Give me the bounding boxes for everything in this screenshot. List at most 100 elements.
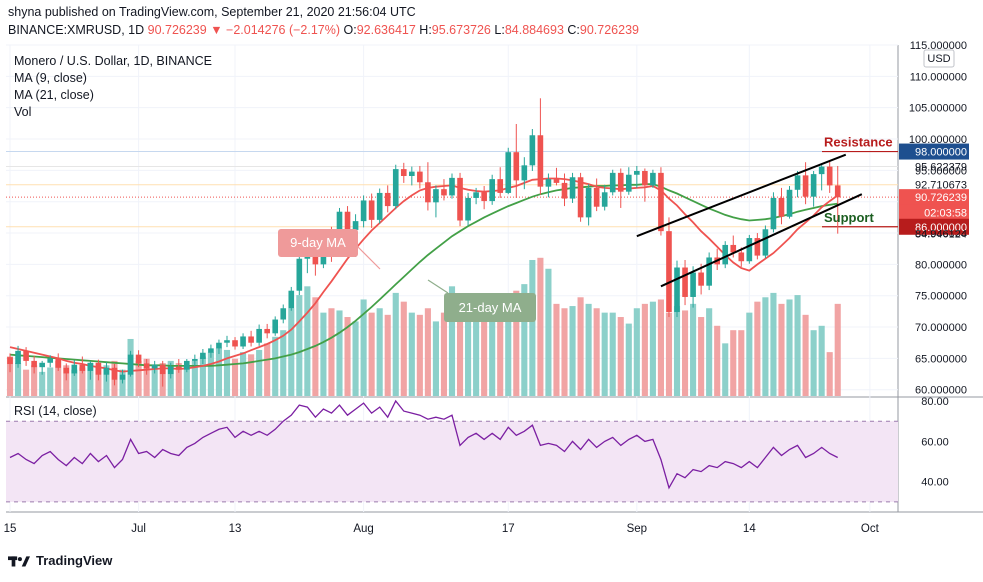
volume-bar — [633, 308, 640, 396]
candle-body — [143, 363, 150, 369]
price-tick-label: 65.000000 — [915, 353, 967, 365]
candle-body — [352, 221, 359, 230]
volume-bar — [223, 349, 231, 396]
tradingview-branding[interactable]: TradingView — [8, 553, 112, 568]
candle-body — [802, 175, 809, 197]
candle-body — [159, 364, 166, 375]
volume-bar — [304, 286, 311, 396]
volume-bar — [440, 312, 448, 396]
candle-body — [770, 197, 777, 230]
candle-body — [529, 135, 536, 166]
candle-body — [103, 367, 110, 375]
volume-bar — [215, 347, 223, 396]
candle-body — [826, 166, 833, 186]
volume-bar — [456, 303, 464, 396]
volume-bar — [569, 306, 576, 396]
candle-body — [384, 192, 391, 207]
volume-bar — [376, 308, 383, 396]
candle-body — [497, 179, 504, 193]
volume-bar — [448, 286, 456, 396]
volume-bar — [609, 312, 616, 396]
volume-bar — [151, 365, 158, 396]
volume-bar — [617, 317, 624, 396]
price-tick-label: 75.000000 — [915, 291, 967, 303]
ma9-callout-pointer — [355, 244, 381, 270]
price-tick-label: 80.000000 — [915, 259, 967, 271]
candle-body — [794, 175, 801, 190]
volume-bar — [15, 363, 22, 396]
volume-bar — [698, 317, 705, 396]
candle-body — [336, 211, 343, 245]
legend-ma21[interactable]: MA (21, close) — [14, 88, 94, 102]
volume-bar — [432, 321, 439, 396]
volume-bar — [63, 365, 70, 396]
price-tag-label: 90.726239 — [915, 192, 967, 204]
candle-body — [119, 374, 126, 380]
candle-body — [778, 197, 785, 217]
legend-vol[interactable]: Vol — [14, 105, 32, 119]
time-tick-label: 17 — [502, 523, 515, 535]
candle-body — [167, 366, 174, 375]
candle-body — [698, 272, 704, 286]
candle-body — [473, 192, 479, 198]
candle-body — [208, 348, 214, 353]
candle-body — [593, 187, 600, 207]
candle-body — [344, 211, 351, 230]
volume-bar — [529, 259, 536, 396]
volume-bar — [505, 295, 512, 396]
volume-bar — [585, 303, 592, 396]
candle-body — [642, 170, 648, 186]
volume-bar — [537, 257, 544, 396]
volume-bar — [183, 365, 190, 396]
price-tag-label: 95.622379 — [915, 161, 967, 173]
candle-body — [417, 171, 423, 183]
candle-body — [577, 177, 584, 218]
candle-body — [87, 362, 94, 371]
candle-body — [674, 267, 680, 313]
price-tag-label: 98.000000 — [915, 147, 967, 159]
volume-bar — [601, 312, 608, 396]
candle-body — [264, 328, 270, 334]
ma9-callout-box — [278, 229, 358, 257]
price-tag-label: 84.946124 — [915, 228, 967, 240]
volume-bar — [778, 303, 785, 396]
candle-body — [545, 179, 552, 187]
volume-bar — [135, 360, 142, 396]
legend-ma9[interactable]: MA (9, close) — [14, 71, 87, 85]
candle-body — [553, 179, 560, 183]
volume-bar — [665, 312, 673, 396]
volume-bar — [47, 367, 54, 396]
volume-bar — [706, 308, 713, 396]
price-tick-label: 70.000000 — [915, 322, 967, 334]
channel-upper-line — [636, 153, 847, 238]
rsi-legend: RSI (14, close) — [14, 404, 97, 418]
candle-body — [296, 258, 303, 291]
price-tag-label: 02:03:58 — [924, 207, 967, 219]
time-tick-label: Oct — [861, 523, 880, 535]
candle-body — [666, 231, 672, 313]
legend-title[interactable]: Monero / U.S. Dollar, 1D, BINANCE — [14, 54, 212, 68]
candle-body — [625, 174, 632, 192]
volume-bar — [296, 295, 303, 396]
candle-body — [537, 135, 544, 187]
price-chart[interactable]: Resistance Support 9-day MA 21-day MA RSI (1… — [0, 40, 983, 550]
volume-bar — [175, 363, 182, 396]
ma21-callout-label: 21-day MA — [459, 300, 522, 315]
candle-body — [609, 172, 616, 193]
price-change: ▼ −2.014276 (−2.17%) — [210, 23, 341, 37]
candle-body — [111, 367, 118, 380]
price-tick-label: 100.000000 — [909, 134, 967, 146]
volume-bar — [71, 369, 78, 396]
symbol-name: BINANCE:XMRUSD, 1D — [8, 23, 145, 37]
volume-bar — [79, 367, 86, 396]
candle-body — [256, 328, 262, 343]
publish-info: shyna published on TradingView.com, Sept… — [8, 5, 416, 19]
candle-body — [409, 171, 415, 176]
volume-bar — [521, 284, 528, 396]
candle-body — [31, 360, 37, 368]
rsi-band — [6, 421, 898, 502]
volume-bar — [497, 310, 504, 396]
price-tick-label: 60.000000 — [915, 385, 967, 397]
candle-body — [465, 197, 471, 221]
volume-bar — [489, 297, 496, 396]
